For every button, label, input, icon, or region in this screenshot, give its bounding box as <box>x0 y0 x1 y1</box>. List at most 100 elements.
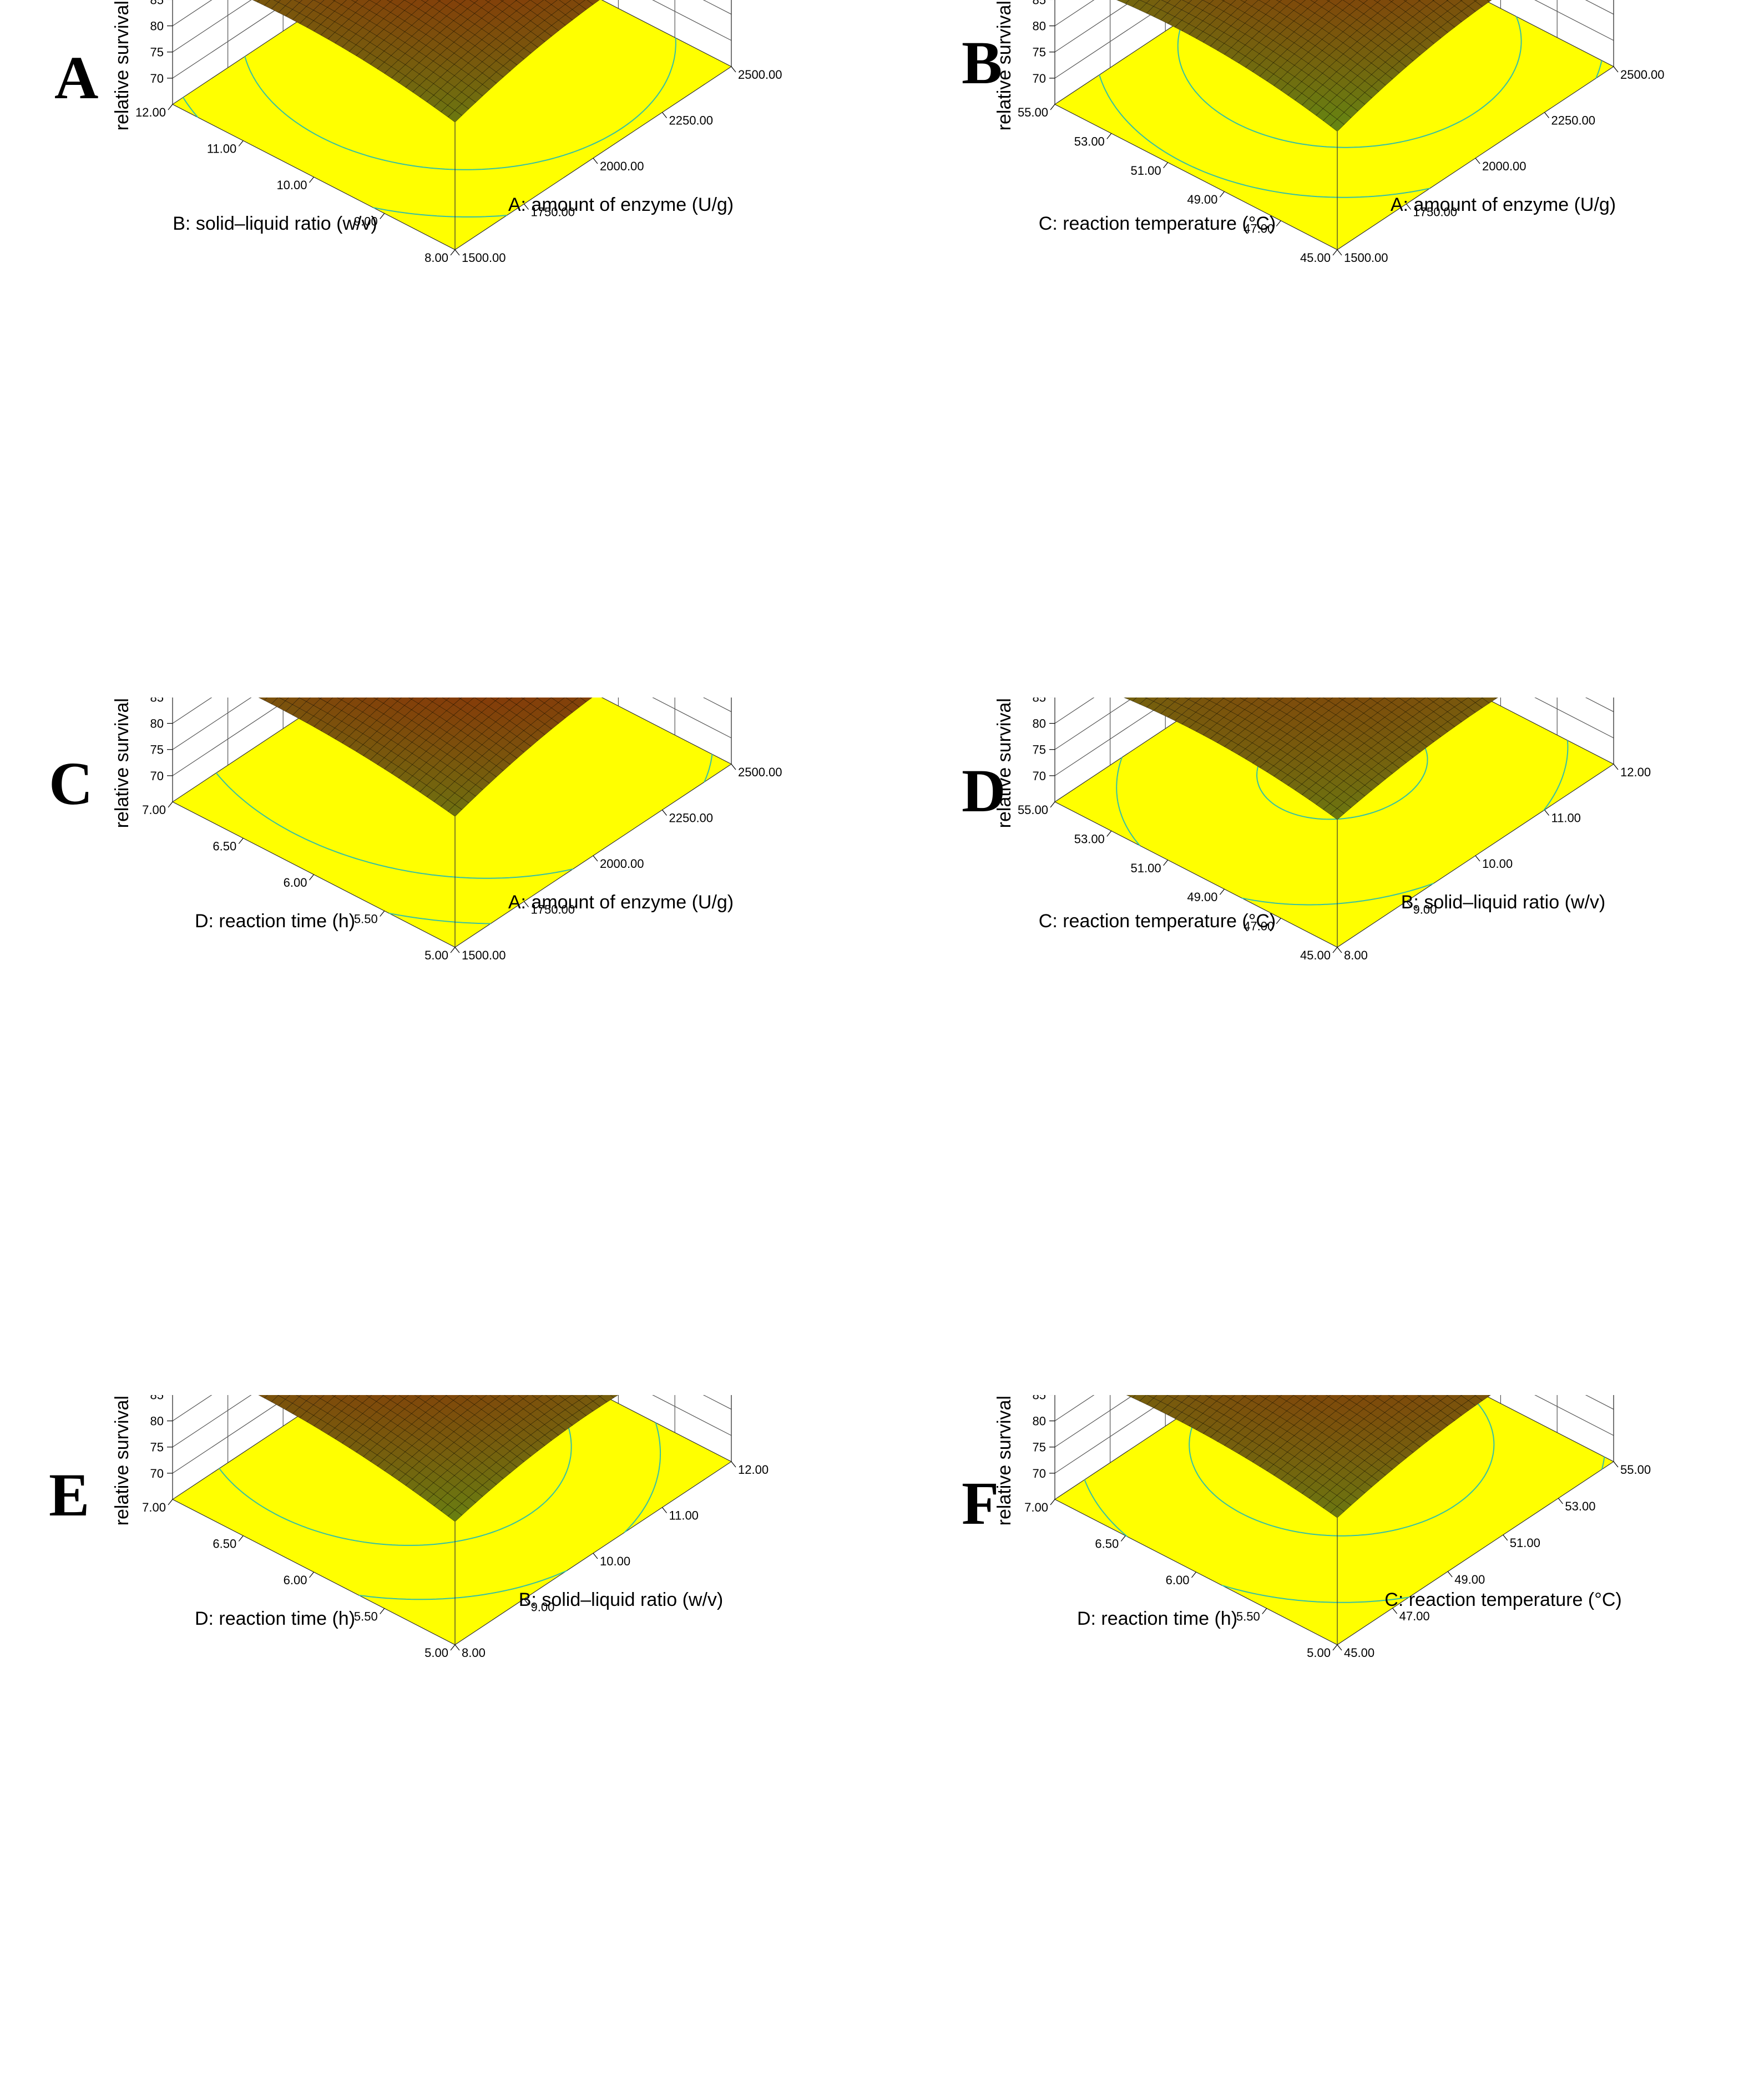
x-tick-mark <box>1337 249 1342 256</box>
x-tick-label: 12.00 <box>1620 765 1651 779</box>
y-tick-label: 49.00 <box>1187 193 1217 206</box>
z-axis: 707580859095100relative survival rate (%… <box>994 1395 1055 1525</box>
surface-plot-d: 707580859095100relative survival rate (%… <box>994 698 1651 962</box>
contour-line <box>1084 1457 1605 1603</box>
floor-plane <box>171 0 732 250</box>
panel-letter: A <box>54 44 99 112</box>
z-tick-label: 75 <box>1033 46 1046 59</box>
z-tick-label: 80 <box>150 1414 164 1428</box>
x-axis: 45.00 47.00 49.00 51.00 53.00 55.00 C: reactio… <box>1337 1461 1651 1660</box>
x-tick-mark <box>1613 1461 1619 1468</box>
y-tick-label: 53.00 <box>1074 134 1105 148</box>
contour-line <box>1177 16 1522 148</box>
panel-b: 707580859095100relative survival rate (%… <box>882 0 1764 697</box>
y-tick-mark <box>1276 220 1281 226</box>
response-surface <box>1116 0 1492 132</box>
z-tick-label: 70 <box>1033 1467 1046 1480</box>
y-tick-label: 6.00 <box>284 876 307 890</box>
x-tick-mark <box>1392 1608 1398 1614</box>
z-tick-label: 85 <box>1033 0 1046 7</box>
y-axis-label: C: reaction temperature (°C) <box>1039 911 1276 932</box>
x-axis: 8.00 9.00 10.00 11.00 12.00 B: solid–liquid r… <box>454 1461 769 1660</box>
z-tick-label: 75 <box>1033 743 1046 757</box>
response-surface <box>258 698 593 817</box>
x-tick-label: 2250.00 <box>1551 114 1596 128</box>
x-axis-label: C: reaction temperature (°C) <box>1384 1589 1621 1610</box>
y-tick-mark <box>1276 918 1281 924</box>
x-tick-label: 12.00 <box>738 1463 769 1477</box>
x-tick-mark <box>454 947 460 953</box>
y-tick-label: 6.50 <box>1095 1537 1119 1551</box>
x-tick-label: 2500.00 <box>1620 68 1665 82</box>
y-axis: 8.00 9.00 10.00 11.00 12.00 B: solid–liquid r… <box>135 104 456 265</box>
y-tick-label: 5.50 <box>354 1610 378 1624</box>
x-tick-mark <box>662 112 667 118</box>
x-axis: 1500.00 1750.00 2000.00 2250.00 2500.00 A: am… <box>454 66 782 265</box>
x-tick-label: 10.00 <box>600 1554 630 1568</box>
z-axis: 707580859095100relative survival rate (%… <box>112 0 173 130</box>
z-axis-label: relative survival rate (%) <box>994 0 1015 130</box>
x-tick-mark <box>593 1553 598 1559</box>
y-axis-label: D: reaction time (h) <box>195 1608 355 1629</box>
y-axis: 5.00 5.50 6.00 6.50 7.00 D: reaction time (h) <box>142 801 456 962</box>
y-tick-label: 51.00 <box>1131 164 1161 178</box>
x-tick-mark <box>1447 1571 1453 1578</box>
x-tick-label: 1500.00 <box>462 948 506 962</box>
wall-grid-line <box>1054 698 1614 776</box>
panel-d: 707580859095100relative survival rate (%… <box>882 698 1764 1394</box>
panel-letter: B <box>962 29 1003 97</box>
z-tick-label: 85 <box>150 1395 164 1402</box>
z-axis-label: relative survival rate (%) <box>112 1395 133 1525</box>
x-tick-label: 2500.00 <box>738 765 782 779</box>
y-tick-label: 6.50 <box>213 840 236 853</box>
z-tick-label: 70 <box>150 1467 164 1480</box>
x-axis-label: B: solid–liquid ratio (w/v) <box>519 1589 723 1610</box>
y-tick-label: 11.00 <box>207 142 236 156</box>
y-tick-mark <box>380 213 385 219</box>
response-surface <box>252 0 600 123</box>
wall-grid-line <box>172 698 732 776</box>
front-edges <box>1054 0 1614 250</box>
floor-contours <box>183 38 676 218</box>
x-tick-label: 11.00 <box>1551 811 1581 825</box>
x-tick-label: 2250.00 <box>669 114 714 128</box>
y-tick-label: 8.00 <box>424 251 448 265</box>
x-axis: 1500.00 1750.00 2000.00 2250.00 2500.00 A: am… <box>454 764 782 962</box>
front-edges <box>172 698 732 947</box>
x-tick-label: 8.00 <box>462 1646 486 1660</box>
x-tick-mark <box>1558 1498 1563 1504</box>
z-axis-label: relative survival rate (%) <box>994 698 1015 828</box>
y-tick-label: 5.50 <box>354 912 378 926</box>
surface-plot-f: 707580859095100relative survival rate (%… <box>994 1395 1651 1660</box>
y-axis-label: C: reaction temperature (°C) <box>1039 213 1276 234</box>
floor-contours <box>1099 16 1603 198</box>
contour-line <box>358 1422 661 1600</box>
surface-plot-c: 707580859095100relative survival rate (%… <box>112 698 782 962</box>
x-tick-mark <box>1406 901 1411 907</box>
front-edges <box>172 1395 732 1645</box>
y-tick-mark <box>1106 133 1112 139</box>
x-tick-mark <box>1544 112 1549 118</box>
x-tick-label: 1500.00 <box>462 251 506 265</box>
y-axis: 45.00 47.00 49.00 51.00 53.00 55.00 C: reactio… <box>1018 801 1338 962</box>
y-tick-mark <box>1219 888 1225 895</box>
y-tick-label: 6.00 <box>1166 1573 1190 1587</box>
x-tick-label: 49.00 <box>1454 1573 1485 1586</box>
x-tick-label: 1750.00 <box>531 903 575 917</box>
z-tick-label: 75 <box>150 46 164 59</box>
y-tick-mark <box>168 1499 173 1505</box>
y-axis: 5.00 5.50 6.00 6.50 7.00 D: reaction time (h) <box>142 1499 456 1660</box>
z-tick-label: 85 <box>1033 1395 1046 1402</box>
z-axis: 707580859095100relative survival rate (%… <box>112 698 173 828</box>
z-tick-label: 85 <box>150 0 164 7</box>
y-tick-mark <box>380 911 385 917</box>
y-tick-label: 55.00 <box>1018 105 1048 119</box>
z-tick-label: 85 <box>150 698 164 704</box>
x-tick-mark <box>1475 855 1480 862</box>
y-tick-label: 45.00 <box>1300 948 1331 962</box>
x-axis-label: B: solid–liquid ratio (w/v) <box>1401 892 1605 913</box>
y-tick-mark <box>1050 801 1055 808</box>
x-tick-label: 10.00 <box>1482 857 1513 871</box>
y-tick-mark <box>309 1571 314 1578</box>
